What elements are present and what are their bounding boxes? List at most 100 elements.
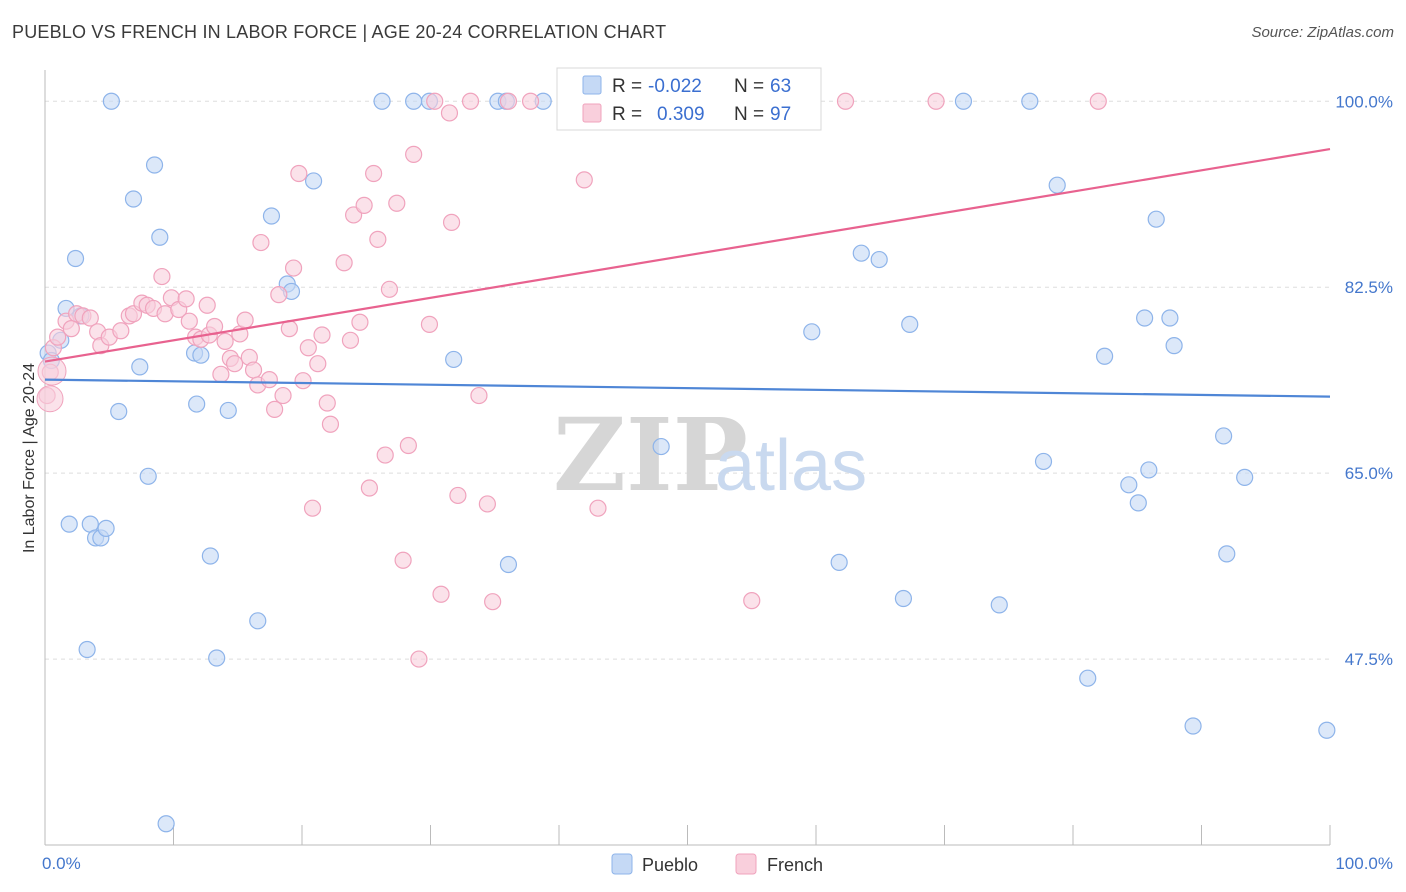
pueblo-point [1021,92,1039,110]
pueblo-r-value: -0.022 [648,76,702,97]
french-point [440,104,459,122]
pueblo-point [445,350,463,369]
french-point [449,486,467,505]
french-point [388,194,406,212]
french-point [36,385,64,413]
french-points [36,92,1107,668]
pueblo-point [1095,347,1114,365]
pueblo-point [157,815,175,833]
y-tick-label: 82.5% [1345,278,1393,297]
y-tick-label: 100.0% [1335,92,1393,111]
legend-swatch-french [735,853,757,875]
french-point [260,371,278,389]
pueblo-point [954,92,973,110]
french-point [399,436,417,455]
french-point [478,495,496,513]
french-point [470,386,488,405]
legend-label-pueblo: Pueblo [642,855,698,875]
pueblo-point [208,649,226,667]
french-trend-line [44,147,1331,363]
french-point [274,386,292,405]
legend-label-french: French [767,855,823,875]
french-point [180,312,198,330]
french-point [153,267,171,286]
axes [44,70,1331,846]
french-point [376,446,394,464]
y-axis-label: In Labor Force | Age 20-24 [21,363,38,553]
trend-lines [44,147,1331,398]
french-point [266,400,284,418]
watermark: ZIP atlas [553,396,867,514]
french-point [369,230,387,248]
pueblo-point [201,547,219,565]
french-point [420,315,439,333]
pueblo-point [901,315,919,333]
french-r-label: R = [612,104,642,125]
french-point [360,479,379,497]
french-point [294,372,312,390]
pueblo-trend-line [44,378,1331,398]
french-point [365,164,383,183]
pueblo-n-value: 63 [770,76,791,97]
french-point [442,213,461,231]
pueblo-point [131,358,149,376]
pueblo-point [97,519,115,537]
pueblo-point [1161,309,1179,327]
french-point [432,585,450,603]
pueblo-point [304,172,323,190]
french-point [303,499,322,517]
french-point [236,311,254,329]
pueblo-point [894,589,913,608]
pueblo-point [1147,210,1165,228]
french-point [1089,92,1107,110]
pueblo-point [1079,669,1097,687]
x-tick-label: 100.0% [1335,854,1393,873]
french-point [112,322,130,340]
french-point [461,92,480,110]
french-point [394,551,412,569]
pueblo-point [1215,427,1233,445]
french-point [62,320,80,338]
pueblo-point [990,596,1008,614]
french-point [335,254,353,272]
french-point [341,331,360,349]
french-point [225,355,244,373]
pueblo-r-label: R = [612,76,642,97]
pueblo-point [1048,176,1066,194]
french-n-value: 97 [770,104,791,125]
pueblo-n-label: N = [734,76,764,97]
pueblo-point [1165,337,1183,355]
pueblo-point [1184,717,1202,735]
watermark-zip: ZIP [553,396,748,514]
french-point [410,650,428,668]
french-point [321,415,340,433]
pueblo-point [852,244,870,262]
french-point [290,164,308,183]
french-point [355,196,373,214]
y-tick-label: 65.0% [1345,464,1393,483]
french-point [380,280,399,298]
pueblo-point [1129,494,1147,512]
legend: Pueblo French [611,853,823,875]
pueblo-point [1140,461,1158,479]
french-n-label: N = [734,104,764,125]
pueblo-point [192,346,210,364]
y-tick-labels: 47.5% 65.0% 82.5% 100.0% [1335,92,1393,669]
french-point [284,259,303,277]
french-point [836,92,855,110]
x-tick-label: 0.0% [42,854,81,873]
pueblo-point [803,323,821,341]
french-point [177,290,195,308]
french-point [309,355,327,373]
legend-swatch-pueblo [611,853,633,875]
french-point [270,286,288,304]
french-point [575,171,593,189]
french-point [244,361,263,379]
french-point [299,339,317,357]
french-point [351,313,369,331]
pueblo-point [60,515,78,533]
pueblo-point [102,92,120,110]
french-point [49,328,67,346]
french-point [252,233,270,252]
